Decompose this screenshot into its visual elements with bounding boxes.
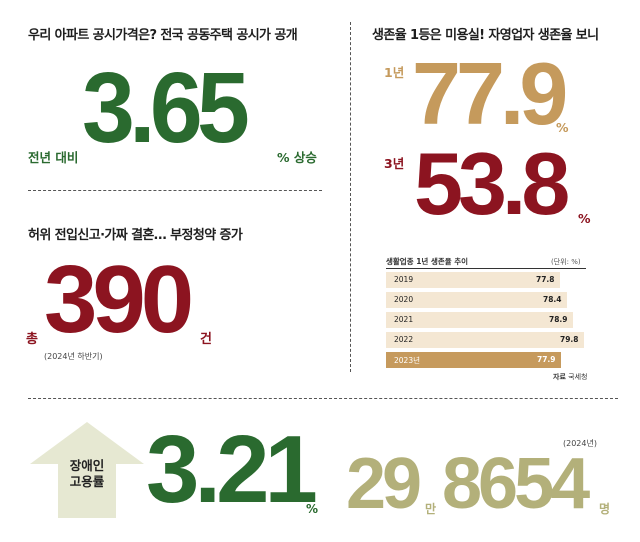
table-row: 2023년 77.9 <box>386 352 586 368</box>
big-number-count-rest: 8654 <box>442 444 590 524</box>
unit-1-year-percent: % <box>556 120 569 135</box>
prefix-yoy: 전년 대비 <box>28 150 79 165</box>
unit-10k: 만 <box>425 502 437 516</box>
employment-rate-label: 장애인 고용률 <box>55 458 119 489</box>
headline-apartment-price: 우리 아파트 공시가격은? 전국 공동주택 공시가 공개 <box>28 28 298 43</box>
suffix-rise: % 상승 <box>277 150 317 165</box>
headline-survival-rate: 생존율 1등은 미용실! 자영업자 생존율 보니 <box>372 28 599 43</box>
survival-bar <box>386 332 584 348</box>
big-number-count-10k: 29 <box>346 444 422 524</box>
table-row: 2022 79.8 <box>386 332 586 348</box>
source-note: 자료 국세청 <box>553 372 587 382</box>
big-number-1-year-survival: 77.9 <box>412 44 568 143</box>
big-number-price-increase: 3.65 <box>82 52 250 164</box>
employment-label-line1: 장애인 <box>69 458 105 473</box>
row-year: 2020 <box>394 295 414 304</box>
survival-bar <box>386 312 573 328</box>
table-top-rule <box>386 268 586 269</box>
table-row: 2019 77.8 <box>386 272 586 288</box>
big-number-fraud-cases: 390 <box>44 246 194 353</box>
up-arrow-icon <box>28 420 146 520</box>
period-note: (2024년 하반기) <box>44 352 103 361</box>
survival-bar <box>386 352 561 368</box>
big-number-3-year-survival: 53.8 <box>414 134 570 233</box>
divider-dashed-2 <box>28 398 618 399</box>
big-number-employment-rate: 3.21 <box>146 416 318 523</box>
table-row: 2020 78.4 <box>386 292 586 308</box>
row-value: 79.8 <box>560 335 579 344</box>
table-unit: (단위: %) <box>551 258 581 266</box>
label-3-year: 3년 <box>384 156 405 171</box>
headline-fraud-subscription: 허위 전입신고·가짜 결혼… 부정청약 증가 <box>28 228 243 243</box>
unit-3-year-percent: % <box>578 211 591 226</box>
survival-bar <box>386 272 560 288</box>
survival-bar <box>386 292 567 308</box>
employment-label-line2: 고용률 <box>69 473 105 489</box>
table-row: 2021 78.9 <box>386 312 586 328</box>
row-value: 78.9 <box>549 315 568 324</box>
prefix-total: 총 <box>26 332 38 347</box>
row-year: 2022 <box>394 335 414 344</box>
row-year: 2021 <box>394 315 414 324</box>
table-title: 생활업종 1년 생존율 추이 <box>386 257 469 266</box>
divider-dashed-vertical <box>350 22 351 372</box>
unit-employment-percent: % <box>306 502 319 516</box>
row-value: 78.4 <box>543 295 562 304</box>
label-1-year: 1년 <box>384 65 405 80</box>
year-note-2024: (2024년) <box>563 439 597 448</box>
row-year: 2023년 <box>394 356 420 365</box>
unit-persons: 명 <box>599 502 611 516</box>
suffix-cases: 건 <box>200 332 212 347</box>
source-name: 국세청 <box>568 373 588 381</box>
survival-trend-table: 2019 77.8 2020 78.4 2021 78.9 2022 79.8 2023년 77.… <box>386 272 586 368</box>
row-value: 77.8 <box>536 275 555 284</box>
row-year: 2019 <box>394 275 414 284</box>
row-value: 77.9 <box>537 355 556 364</box>
source-label: 자료 <box>553 373 566 381</box>
divider-dashed-1 <box>28 190 322 191</box>
